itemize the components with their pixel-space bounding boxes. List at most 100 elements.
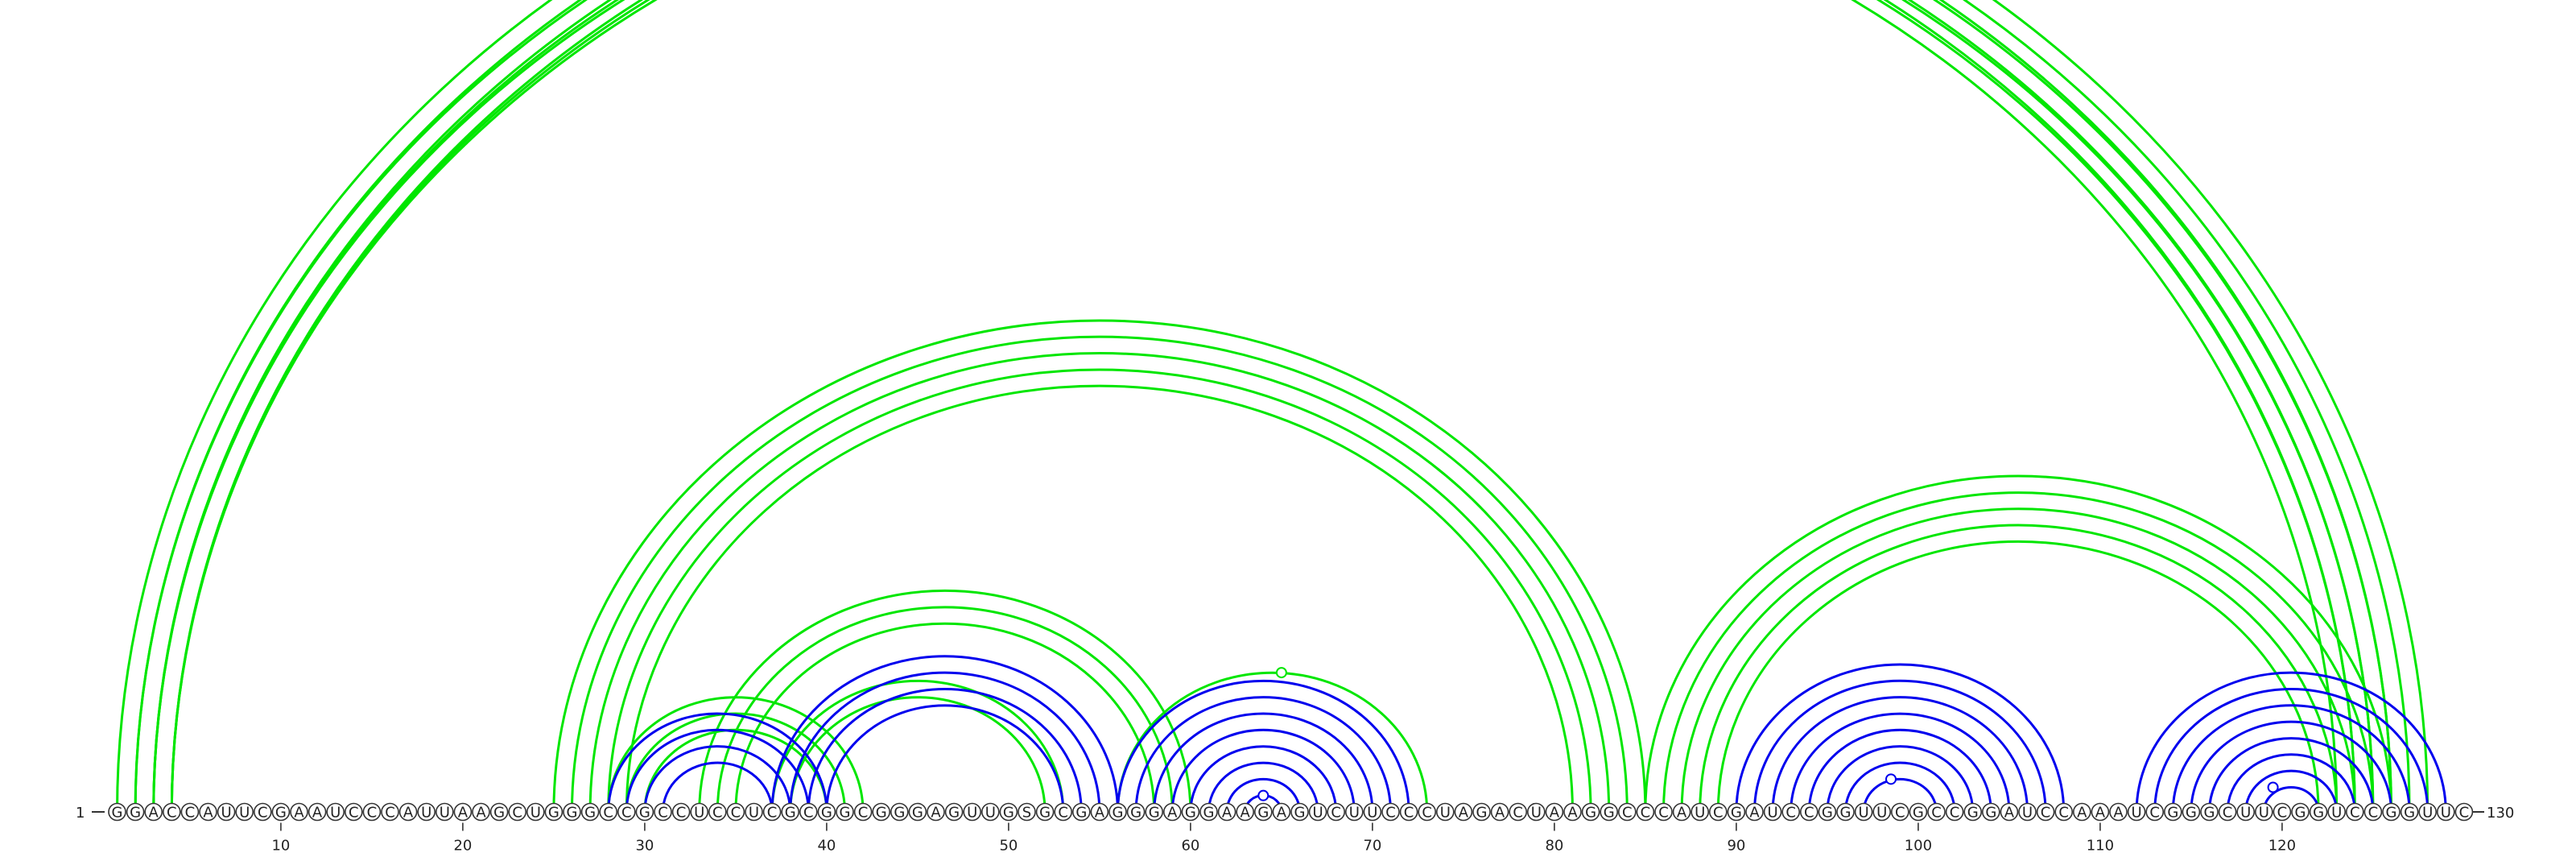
- base-circle: [253, 802, 272, 822]
- base-circle: [144, 802, 163, 822]
- base-circle: [708, 802, 727, 822]
- base-letter: G: [1003, 805, 1014, 822]
- base-circle: [1054, 802, 1072, 822]
- base-circle: [2018, 802, 2037, 822]
- base-circle: [981, 802, 1000, 822]
- base-circle: [290, 802, 308, 822]
- base-circle: [563, 802, 581, 822]
- base-circle: [635, 802, 654, 822]
- base-circle: [326, 802, 345, 822]
- base-circle: [690, 802, 709, 822]
- base-circle: [2327, 802, 2346, 822]
- base-letter: C: [1950, 805, 1960, 822]
- base-letter: U: [1859, 805, 1869, 822]
- blue-arc: [643, 745, 792, 813]
- base-circle: [1563, 802, 1582, 822]
- blue-arc: [1771, 696, 2029, 813]
- base-letter: G: [1840, 805, 1852, 822]
- green-arc: [607, 368, 1592, 813]
- base-circle: [1818, 802, 1837, 822]
- base-circle: [1035, 802, 1055, 822]
- blue-arc: [625, 728, 810, 813]
- base-circle: [1545, 802, 1564, 822]
- blue-arc: [1862, 777, 1938, 813]
- base-circle: [1690, 802, 1709, 822]
- base-circle: [1945, 802, 1964, 822]
- base-letter: G: [1149, 805, 1160, 822]
- base-circle: [217, 802, 236, 822]
- base-circle: [1654, 802, 1673, 822]
- base-circle: [2127, 802, 2146, 822]
- blue-arc: [1170, 728, 1356, 813]
- base-letter: U: [2022, 805, 2033, 822]
- base-circle: [2164, 802, 2182, 822]
- base-letter: U: [2422, 805, 2433, 822]
- tick-label: 110: [2087, 838, 2114, 855]
- base-circle: [2382, 802, 2401, 822]
- base-letter: U: [330, 805, 341, 822]
- base-letter: G: [785, 805, 796, 822]
- base-circle: [489, 802, 509, 822]
- base-letter: G: [2167, 805, 2178, 822]
- green-arc: [1644, 474, 2392, 813]
- green-arc: [170, 0, 2339, 813]
- blue-arc: [1807, 728, 1992, 813]
- base-circle: [1891, 802, 1909, 822]
- base-letter: C: [185, 805, 196, 822]
- base-letter: U: [2132, 805, 2142, 822]
- base-circle: [1018, 802, 1036, 822]
- tick-label: 60: [1181, 838, 1199, 855]
- base-circle: [836, 802, 854, 822]
- base-letter: U: [1876, 805, 1887, 822]
- base-circle: [2091, 802, 2110, 822]
- base-circle: [2036, 802, 2055, 822]
- base-circle: [1254, 802, 1273, 822]
- green-arc: [1662, 491, 2375, 813]
- base-circle: [508, 802, 527, 822]
- base-circle: [1636, 802, 1655, 822]
- green-arc: [607, 696, 865, 813]
- blue-arc: [2244, 769, 2339, 813]
- base-letter: A: [1677, 805, 1687, 822]
- tick-label: 50: [999, 838, 1018, 855]
- base-circle: [2418, 802, 2437, 822]
- base-circle: [963, 802, 981, 822]
- base-circle: [526, 802, 545, 822]
- base-circle: [381, 802, 399, 822]
- blue-arc: [2190, 720, 2392, 813]
- base-circle: [199, 802, 217, 822]
- base-letter: G: [2313, 805, 2324, 822]
- green-arc: [170, 0, 2356, 813]
- blue-arc: [1153, 712, 1374, 813]
- base-letter: C: [167, 805, 177, 822]
- base-letter: C: [2368, 805, 2379, 822]
- base-letter: A: [1167, 805, 1178, 822]
- tick-label: 10: [271, 838, 290, 855]
- base-letter: G: [2404, 805, 2415, 822]
- base-circle: [580, 802, 600, 822]
- base-circle: [2400, 802, 2419, 822]
- green-arc: [643, 728, 828, 813]
- base-letter: C: [676, 805, 687, 822]
- tick-label: 100: [1905, 838, 1932, 855]
- base-letter: C: [1422, 805, 1432, 822]
- base-circle: [999, 802, 1018, 822]
- blue-arc: [770, 655, 1119, 813]
- base-letter: C: [1622, 805, 1633, 822]
- base-circle: [1199, 802, 1218, 822]
- base-letter: G: [584, 805, 596, 822]
- base-circle: [1327, 802, 1345, 822]
- base-letter: A: [931, 805, 941, 822]
- base-circle: [235, 802, 254, 822]
- green-arc: [1699, 524, 2339, 813]
- base-circle: [944, 802, 964, 822]
- base-circle: [308, 802, 327, 822]
- base-circle: [908, 802, 927, 822]
- base-letter: A: [2095, 805, 2106, 822]
- base-letter: C: [1785, 805, 1796, 822]
- base-letter: G: [2204, 805, 2215, 822]
- base-letter: A: [203, 805, 213, 822]
- base-circle: [417, 802, 436, 822]
- base-circle: [1800, 802, 1818, 822]
